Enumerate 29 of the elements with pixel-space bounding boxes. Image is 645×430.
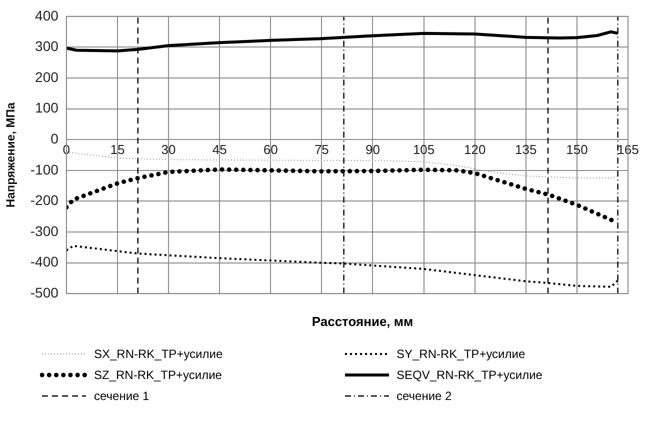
x-tick-label: 105 xyxy=(412,142,435,157)
y-tick-label: -300 xyxy=(30,222,59,239)
y-tick-label: 400 xyxy=(35,7,59,24)
x-tick-label: 15 xyxy=(110,142,125,157)
y-tick-label: -200 xyxy=(30,192,59,208)
y-tick-label: 100 xyxy=(35,100,59,116)
x-tick-label: 150 xyxy=(566,142,588,157)
x-tick-label: 30 xyxy=(161,142,176,157)
x-tick-label: 120 xyxy=(464,142,486,157)
x-tick-label: 75 xyxy=(314,142,329,157)
legend-label: SX_RN-RK_TP+усилие xyxy=(94,346,223,360)
x-tick-label: 45 xyxy=(212,142,227,157)
legend-label: сечение 1 xyxy=(94,388,150,402)
y-tick-label: -100 xyxy=(30,161,59,178)
y-tick-label: 300 xyxy=(35,38,59,54)
x-tick-label: 90 xyxy=(366,142,380,157)
y-tick-label: 200 xyxy=(35,68,59,85)
legend-label: SEQV_RN-RK_TP+усилие xyxy=(396,368,542,382)
x-axis-title: Расстояние, мм xyxy=(310,314,414,329)
y-tick-label: -500 xyxy=(30,284,59,300)
x-tick-label: 60 xyxy=(263,142,278,157)
x-tick-label: 165 xyxy=(617,142,639,157)
legend-label: сечение 2 xyxy=(396,388,452,402)
legend-label: SY_RN-RK_TP+усилие xyxy=(396,346,526,360)
y-axis-title: Напряжение, МПа xyxy=(4,102,18,208)
y-tick-label: -400 xyxy=(30,254,59,270)
y-tick-label: 0 xyxy=(50,130,59,146)
legend-label: SZ_RN-RK_TP+усилие xyxy=(94,368,222,382)
x-tick-label: 135 xyxy=(515,142,537,157)
